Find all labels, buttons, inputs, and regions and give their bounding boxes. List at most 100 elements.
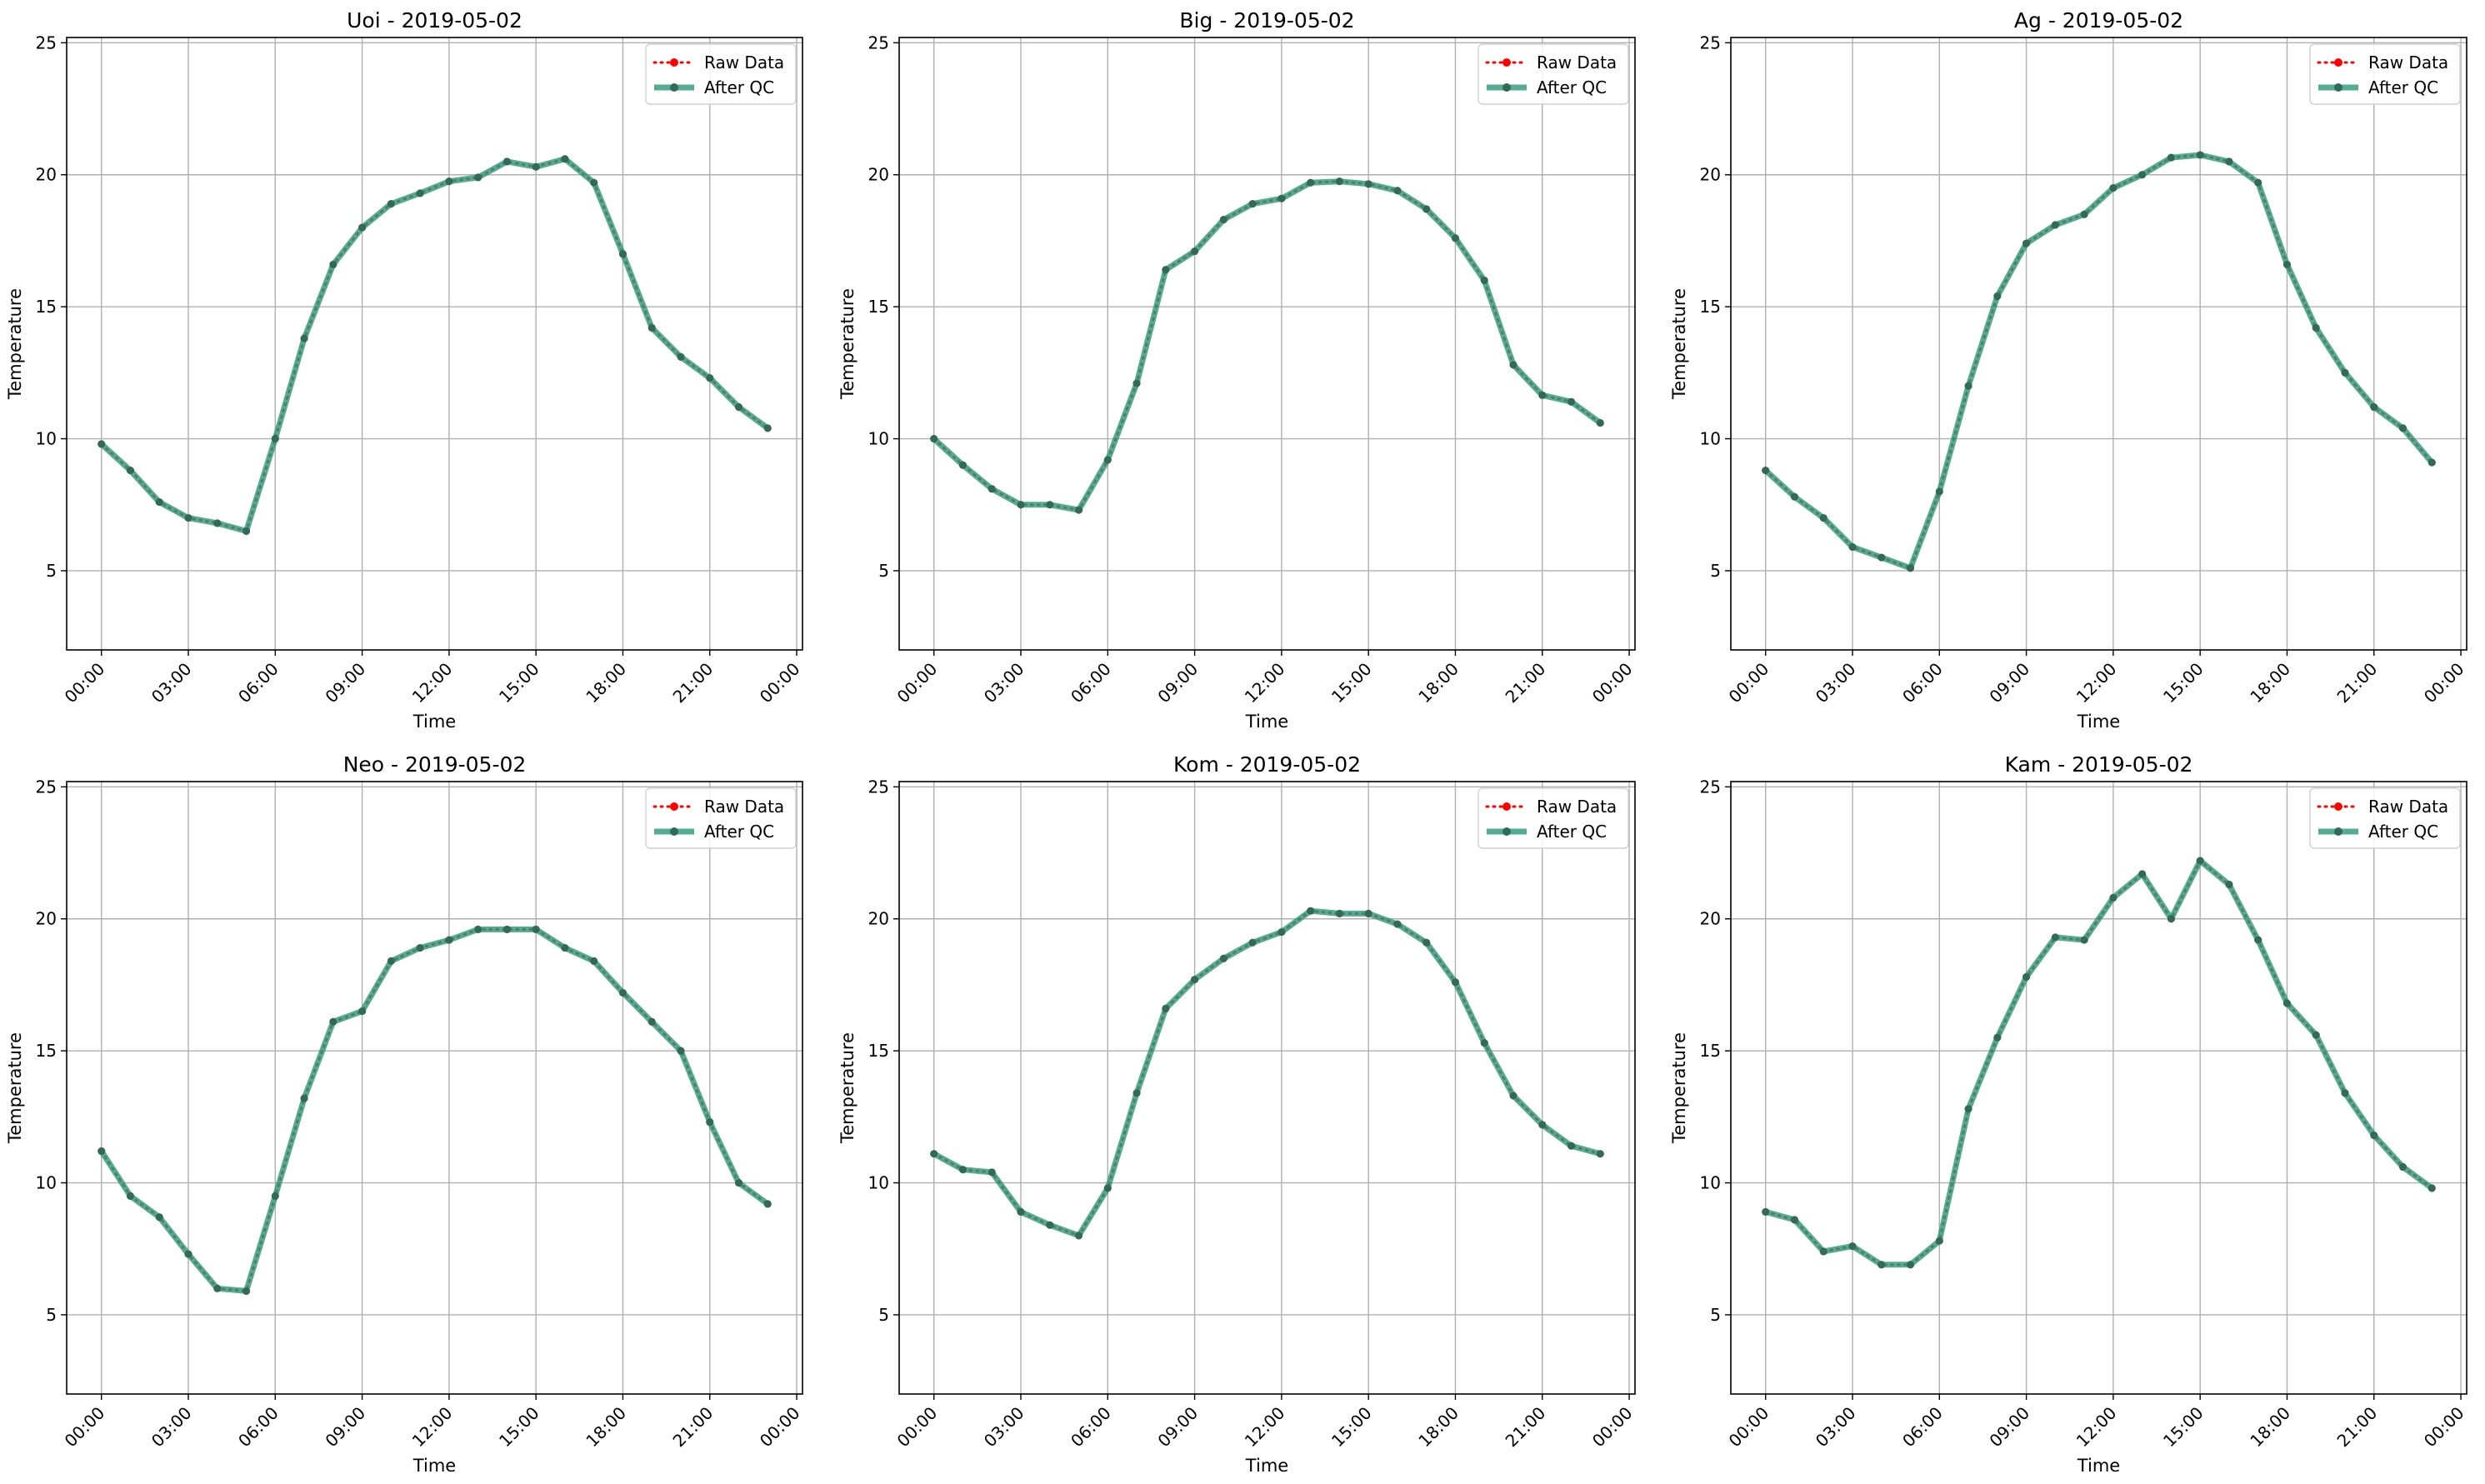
after-qc-point bbox=[1964, 1105, 1972, 1113]
after-qc-point bbox=[1878, 553, 1886, 562]
after-qc-point bbox=[300, 334, 308, 342]
after-qc-point bbox=[1017, 1207, 1025, 1216]
x-tick-label: 12:00 bbox=[1241, 1403, 1289, 1452]
x-tick-label: 15:00 bbox=[2159, 659, 2208, 707]
after-qc-line bbox=[932, 907, 1602, 1239]
after-qc-point bbox=[648, 323, 656, 332]
chart-title: Kam - 2019-05-02 bbox=[2005, 752, 2193, 777]
after-qc-point bbox=[2051, 933, 2059, 942]
y-tick-label: 10 bbox=[36, 1173, 57, 1193]
after-qc-point bbox=[184, 514, 192, 522]
after-qc-point bbox=[1790, 492, 1798, 501]
x-tick-label: 15:00 bbox=[1328, 659, 1376, 707]
x-tick-label: 09:00 bbox=[1985, 1403, 2033, 1452]
chart-title: Ag - 2019-05-02 bbox=[2014, 8, 2183, 32]
after-qc-point bbox=[735, 1179, 743, 1187]
legend: Raw Data After QC bbox=[1478, 43, 1629, 105]
after-qc-point bbox=[1219, 954, 1228, 962]
legend-label: After QC bbox=[2368, 77, 2438, 97]
after-qc-point bbox=[1335, 177, 1343, 186]
x-tick-label: 00:00 bbox=[2420, 659, 2468, 707]
after-qc-point bbox=[1046, 501, 1054, 509]
after-qc-point bbox=[1790, 1216, 1798, 1224]
x-tick-label: 15:00 bbox=[495, 1403, 543, 1452]
after-qc-point bbox=[1103, 456, 1112, 464]
after-qc-point bbox=[1480, 276, 1488, 284]
y-axis-label: Temperature bbox=[838, 288, 858, 400]
after-qc-point bbox=[1451, 234, 1459, 242]
after-qc-point bbox=[502, 157, 511, 166]
after-qc-point bbox=[1878, 1261, 1886, 1269]
after-qc-point bbox=[98, 1147, 106, 1156]
after-qc-point bbox=[1538, 1121, 1547, 1129]
after-qc-point bbox=[1451, 978, 1459, 987]
raw-data-line bbox=[1764, 153, 2433, 570]
y-axis-label: Temperature bbox=[1669, 288, 1689, 400]
chart-title: Neo - 2019-05-02 bbox=[343, 752, 527, 777]
after-qc-point bbox=[677, 1047, 685, 1055]
after-qc-point bbox=[958, 461, 967, 469]
after-qc-point bbox=[1907, 1261, 1915, 1269]
after-qc-point bbox=[2254, 178, 2262, 187]
subplot-5: 00:00 03:00 06:00 09:00 12:00 15:00 18:00 21:00… bbox=[838, 752, 1637, 1476]
after-qc-point bbox=[532, 162, 540, 171]
x-tick-label: 18:00 bbox=[2246, 659, 2294, 707]
y-tick-label: 5 bbox=[46, 561, 57, 581]
after-qc-point bbox=[98, 440, 106, 448]
after-qc-point bbox=[271, 1192, 279, 1200]
after-qc-point bbox=[2399, 1163, 2408, 1172]
subplot-3: 00:00 03:00 06:00 09:00 12:00 15:00 18:00 21:00… bbox=[1669, 8, 2468, 732]
y-tick-label: 25 bbox=[1700, 32, 1721, 52]
after-qc-point bbox=[988, 1168, 996, 1177]
x-axis-label: Time bbox=[1245, 712, 1288, 732]
legend-label: Raw Data bbox=[1537, 52, 1617, 72]
y-tick-label: 15 bbox=[1700, 297, 1721, 317]
after-qc-point bbox=[1509, 361, 1518, 369]
legend-qc-marker bbox=[670, 827, 678, 836]
after-qc-point bbox=[2254, 936, 2262, 944]
after-qc-point bbox=[1278, 194, 1286, 202]
after-qc-point bbox=[1017, 501, 1025, 509]
after-qc-point bbox=[126, 1192, 134, 1200]
legend-raw-marker bbox=[670, 802, 678, 811]
y-tick-label: 20 bbox=[36, 165, 57, 185]
after-qc-point bbox=[1596, 419, 1604, 427]
y-tick-label: 5 bbox=[46, 1305, 57, 1325]
after-qc-point bbox=[2138, 171, 2147, 179]
y-tick-label: 5 bbox=[1710, 561, 1721, 581]
x-tick-label: 06:00 bbox=[1898, 1403, 1947, 1452]
x-tick-label: 03:00 bbox=[980, 659, 1028, 707]
x-tick-label: 18:00 bbox=[582, 1403, 630, 1452]
legend-qc-marker bbox=[2334, 827, 2342, 836]
x-tick-label: 00:00 bbox=[1588, 659, 1637, 707]
x-tick-label: 21:00 bbox=[1502, 1403, 1550, 1452]
after-qc-point bbox=[213, 1284, 222, 1292]
after-qc-point bbox=[1162, 1004, 1170, 1012]
after-qc-point bbox=[2109, 184, 2118, 192]
x-tick-label: 12:00 bbox=[408, 1403, 457, 1452]
x-tick-label: 03:00 bbox=[148, 659, 196, 707]
x-tick-label: 00:00 bbox=[1725, 659, 1773, 707]
x-tick-label: 21:00 bbox=[1502, 659, 1550, 707]
y-tick-label: 25 bbox=[36, 777, 57, 797]
after-qc-point bbox=[1935, 487, 1943, 496]
axes-frame bbox=[66, 37, 803, 651]
legend-label: After QC bbox=[2368, 822, 2438, 842]
after-qc-point bbox=[416, 944, 424, 952]
x-axis-label: Time bbox=[412, 1456, 456, 1476]
after-qc-point bbox=[988, 485, 996, 493]
legend-raw-marker bbox=[2334, 58, 2342, 67]
after-qc-point bbox=[242, 1287, 251, 1295]
legend-label: After QC bbox=[1537, 822, 1607, 842]
chart-title: Uoi - 2019-05-02 bbox=[347, 8, 522, 32]
after-qc-point bbox=[706, 1118, 714, 1127]
after-qc-point bbox=[1307, 907, 1315, 915]
after-qc-point bbox=[618, 988, 627, 997]
x-axis-label: Time bbox=[412, 712, 456, 732]
subplot-4: 00:00 03:00 06:00 09:00 12:00 15:00 18:00 21:00… bbox=[5, 752, 804, 1476]
subplot-6: 00:00 03:00 06:00 09:00 12:00 15:00 18:00 21:00… bbox=[1669, 752, 2468, 1476]
after-qc-point bbox=[561, 944, 569, 952]
legend: Raw Data After QC bbox=[1478, 787, 1629, 849]
after-qc-point bbox=[1191, 247, 1199, 256]
after-qc-point bbox=[1162, 266, 1170, 274]
